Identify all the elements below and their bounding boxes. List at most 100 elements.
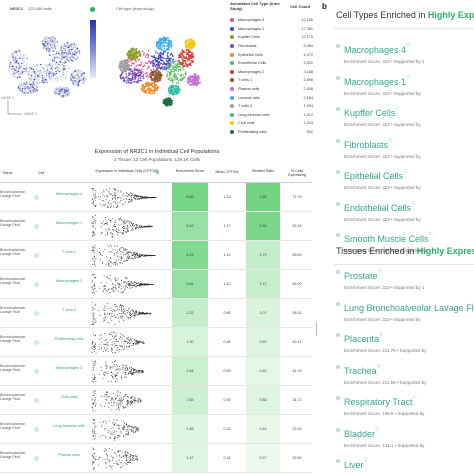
table-row[interactable]: Bronchoalveolar Lavage Fluid Macrophages …	[0, 212, 314, 241]
header-enrichment[interactable]: Enrichment Score	[175, 169, 205, 173]
table-row[interactable]: Bronchoalveolar Lavage Fluid Lung Alveola…	[0, 415, 314, 444]
legend-item[interactable]: Endothelial Cells 3,321	[230, 59, 313, 68]
legend-item[interactable]: T cells 2 1,934	[230, 102, 313, 111]
ratio-value: 1.07	[259, 311, 267, 315]
enriched-list-item[interactable]: Endothelial Cellsⓘ Enrichment Score: 323 …	[344, 198, 421, 221]
info-icon[interactable]: ⓘ	[428, 231, 433, 237]
info-icon[interactable]: ⓘ	[363, 457, 368, 463]
cell-population-link[interactable]: T cells 1	[61, 250, 77, 254]
header-cell[interactable]: Cell	[38, 171, 45, 175]
cell-population-link[interactable]: Proliferating cells	[54, 337, 84, 341]
legend-item-name: Fibroblasts	[238, 44, 257, 49]
legend-item[interactable]: Lung Alveolar cells 1,512	[230, 111, 313, 120]
legend-item[interactable]: Plasma cells 2,406	[230, 85, 313, 94]
table-row[interactable]: Bronchoalveolar Lavage Fluid Club cells 2.…	[0, 386, 314, 415]
header-tissue[interactable]: Tissue	[2, 171, 13, 175]
info-icon[interactable]: ⓘ	[406, 42, 411, 48]
info-icon[interactable]: ⓘ	[379, 331, 384, 337]
info-icon[interactable]: ⓘ	[412, 394, 417, 400]
enriched-list-item[interactable]: Fibroblastsⓘ Enrichment Score: 323 • Supp…	[344, 135, 421, 158]
enriched-item-name[interactable]: Respiratory Tract	[344, 397, 413, 407]
legend-item[interactable]: Macrophages 2 3,188	[230, 68, 313, 77]
legend-item[interactable]: Macrophages 4 12,156	[230, 16, 313, 25]
info-icon[interactable]: ⓘ	[375, 426, 380, 432]
settings-dot-icon[interactable]	[90, 7, 95, 12]
legend-item[interactable]: Macrophages 1 17,361	[230, 25, 313, 34]
enriched-item-name[interactable]: Macrophages 4	[344, 45, 407, 55]
header-ratio[interactable]: Shortlist Ratio	[251, 169, 275, 173]
info-icon[interactable]: ⓘ	[403, 168, 408, 174]
enriched-list-item[interactable]: Placentaⓘ Enrichment Score: 211.75 • Supp…	[344, 329, 427, 353]
mean-value: 0.69	[223, 369, 231, 373]
enrichment-value: 1.56	[186, 427, 194, 431]
enriched-item-name[interactable]: Prostate	[344, 271, 378, 281]
enriched-item-name[interactable]: Kupffer Cells	[344, 108, 396, 118]
enriched-list-item[interactable]: Macrophages 1ⓘ Enrichment Score: 323 • Su…	[344, 72, 421, 95]
info-icon[interactable]: ⓘ	[376, 363, 381, 369]
enriched-item-name[interactable]: Bladder	[344, 428, 376, 439]
enriched-list-item[interactable]: Lung Bronchoalveolar Lavage FlⓘEnrichmen…	[344, 298, 474, 321]
table-row[interactable]: Bronchoalveolar Lavage Fluid Proliferatin…	[0, 328, 314, 357]
list-bullet-icon	[336, 459, 340, 463]
enriched-item-name[interactable]: Placenta	[344, 334, 380, 344]
enriched-item-name[interactable]: Epithelial Cells	[344, 171, 404, 181]
table-row[interactable]: Bronchoalveolar Lavage Fluid Macrophages …	[0, 270, 314, 299]
cell-population-link[interactable]: Macrophages 4	[55, 192, 83, 196]
info-icon[interactable]: ⓘ	[406, 74, 411, 80]
table-row[interactable]: Bronchoalveolar Lavage Fluid Macrophages …	[0, 183, 314, 212]
cell-population-link[interactable]: Lung Alveolar cells	[53, 424, 85, 428]
enriched-list-item[interactable]: Smooth Muscle Cellsⓘ Enrichment Score: 30…	[344, 229, 433, 253]
enrichment-value: 1.90	[186, 340, 194, 344]
cell-population-link[interactable]: Macrophages 1	[55, 221, 83, 225]
info-icon[interactable]: ⓘ	[388, 137, 393, 143]
enrichment-value: 6.64	[186, 282, 194, 286]
legend-item[interactable]: Luminal cells 2,184	[230, 93, 313, 102]
header-expression[interactable]: Expression in Individual Cells (CPTOM)	[95, 169, 159, 173]
enriched-item-name[interactable]: Lung Bronchoalveolar Lavage Fl	[344, 302, 474, 313]
legend-item[interactable]: Kupffer Cells 12,179	[230, 33, 313, 42]
cell-population-link[interactable]: Macrophages 3	[55, 366, 83, 370]
enriched-list-item[interactable]: LiverⓘEnrichment Score: 115.11 • Support…	[344, 455, 426, 474]
expression-violin	[92, 418, 140, 441]
info-icon[interactable]: ⓘ	[395, 105, 400, 111]
cell-population-link[interactable]: Club cells	[60, 395, 78, 399]
ratio-fill	[246, 299, 280, 328]
enriched-item-name[interactable]: Macrophages 1	[344, 76, 407, 87]
enriched-item-name[interactable]: Fibroblasts	[344, 139, 389, 150]
enriched-item-name[interactable]: Smooth Muscle Cells	[344, 234, 429, 244]
enriched-list-item[interactable]: Respiratory Tractⓘ Enrichment Score: 159.…	[344, 392, 424, 416]
info-icon[interactable]: ⓘ	[411, 200, 416, 206]
row-divider	[0, 269, 312, 270]
cell-population-link[interactable]: Plasma cells	[58, 453, 80, 457]
cell-population-link[interactable]: Macrophages 2	[55, 279, 83, 283]
cell-population-link[interactable]: T cells 2	[61, 308, 77, 312]
legend-item[interactable]: Fibroblasts 6,984	[230, 42, 313, 51]
enriched-list-item[interactable]: Macrophages 4ⓘ Enrichment Score: 323 • Su…	[344, 40, 424, 64]
expression-violin	[91, 447, 138, 470]
enriched-item-name[interactable]: Liver	[344, 460, 364, 470]
info-icon[interactable]: ⓘ	[377, 268, 382, 274]
enriched-list-item[interactable]: Bladderⓘ Enrichment Score: 131.1 • Suppor…	[344, 424, 424, 447]
legend-item[interactable]: Club cells 1,043	[230, 119, 313, 128]
enriched-list-item[interactable]: Epithelial Cellsⓘ Enrichment Score: 323 •…	[344, 166, 421, 190]
table-row[interactable]: Bronchoalveolar Lavage Fluid T cells 1 8.1…	[0, 241, 314, 270]
legend-item[interactable]: T cells 1 2,898	[230, 76, 313, 85]
expression-violin	[91, 302, 152, 325]
table-row[interactable]: Bronchoalveolar Lavage Fluid Plasma cells…	[0, 444, 314, 473]
enriched-list-item[interactable]: Prostateⓘ Enrichment Score: 323 • Support…	[344, 266, 424, 290]
header-mean[interactable]: Mean CPTOM	[215, 170, 239, 174]
enriched-list-item[interactable]: Tracheaⓘ Enrichment Score: 211.55 • Suppo…	[344, 361, 427, 384]
table-row[interactable]: Bronchoalveolar Lavage Fluid Macrophages …	[0, 357, 314, 386]
enriched-item-name[interactable]: Endothelial Cells	[344, 202, 412, 213]
enriched-item-name[interactable]: Trachea	[344, 365, 377, 376]
legend-item[interactable]: Epithelial Cells 4,372	[230, 50, 313, 59]
legend-item[interactable]: Proliferating cells 902	[230, 128, 313, 137]
header-pct[interactable]: % Cells Expressing	[288, 169, 306, 177]
legend-item-count: 3,188	[303, 69, 313, 74]
legend-item-count: 17,361	[301, 26, 313, 31]
tissue-cell: Bronchoalveolar Lavage Fluid	[0, 364, 26, 373]
table-row[interactable]: Bronchoalveolar Lavage Fluid T cells 2 3.3…	[0, 299, 314, 328]
row-divider	[0, 211, 312, 212]
sort-icon[interactable]: ⚙	[155, 170, 160, 176]
enriched-list-item[interactable]: Kupffer Cellsⓘ Enrichment Score: 323 • Su…	[344, 103, 421, 127]
